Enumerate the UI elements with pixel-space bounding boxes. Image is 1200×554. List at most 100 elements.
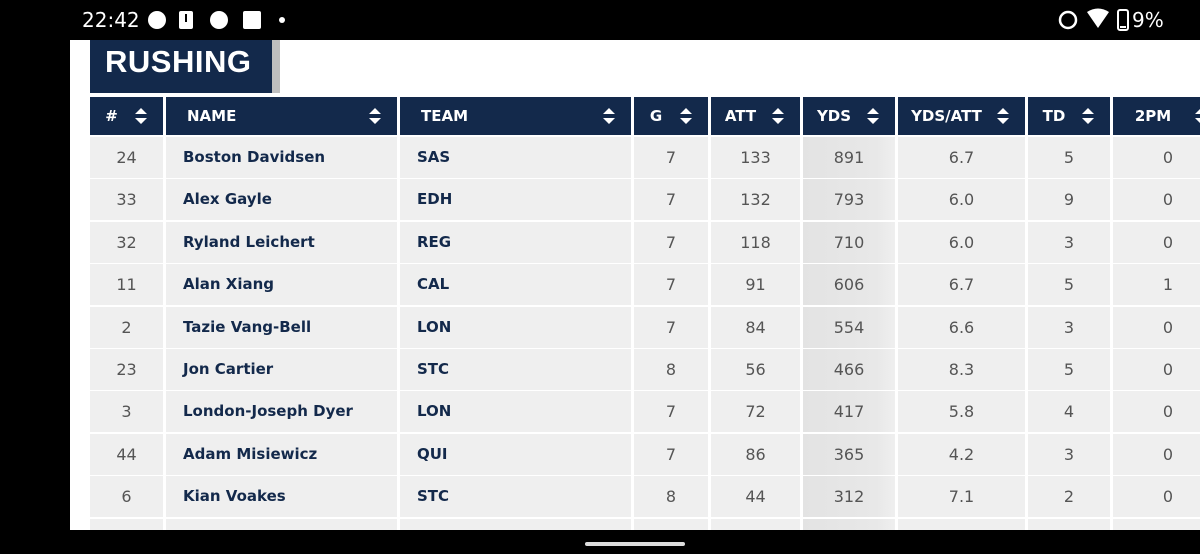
table-cell xyxy=(90,518,163,530)
sort-icon[interactable] xyxy=(997,108,1009,124)
clock: 22:42 xyxy=(82,8,140,32)
table-cell xyxy=(166,518,397,530)
column-header[interactable]: 2PM xyxy=(1113,97,1200,135)
column-label: ATT xyxy=(724,107,757,125)
table-cell: 9 xyxy=(1028,179,1110,221)
table-cell: Alan Xiang xyxy=(166,264,397,306)
table-cell xyxy=(1028,518,1110,530)
table-cell: 6.7 xyxy=(898,264,1025,306)
sort-icon[interactable] xyxy=(1195,108,1200,124)
table-cell: 6.0 xyxy=(898,221,1025,263)
table-cell: LON xyxy=(400,391,631,433)
table-cell: 7 xyxy=(634,179,708,221)
table-cell: 44 xyxy=(90,433,163,475)
table-cell: 7 xyxy=(634,264,708,306)
table-cell: 0 xyxy=(1113,306,1200,348)
table-cell: Jon Cartier xyxy=(166,349,397,390)
table-cell: 365 xyxy=(803,433,895,475)
table-cell: 0 xyxy=(1113,137,1200,178)
table-cell: 1 xyxy=(1113,264,1200,306)
table-cell xyxy=(898,518,1025,530)
table-cell: 8 xyxy=(634,476,708,518)
table-cell: 8.3 xyxy=(898,349,1025,390)
table-cell xyxy=(400,518,631,530)
sort-icon[interactable] xyxy=(680,108,692,124)
table-cell: 7 xyxy=(634,433,708,475)
section-title: RUSHING xyxy=(105,44,252,79)
table-cell: 132 xyxy=(711,179,800,221)
table-cell: Tazie Vang-Bell xyxy=(166,306,397,348)
table-cell: EDH xyxy=(400,179,631,221)
sort-icon[interactable] xyxy=(772,108,784,124)
table-cell: 7 xyxy=(634,391,708,433)
page-content: RUSHING # NAME TEAM G ATT YDS YDS/ATT TD 2PM 24 Bo… xyxy=(70,40,1200,530)
table-cell: 3 xyxy=(1028,306,1110,348)
table-cell: STC xyxy=(400,476,631,518)
column-label: YDS/ATT xyxy=(911,107,982,125)
sort-icon[interactable] xyxy=(369,108,381,124)
status-bar: 22:42 9% xyxy=(0,0,1200,40)
sort-icon[interactable] xyxy=(135,108,147,124)
table-cell: 312 xyxy=(803,476,895,518)
table-cell: 32 xyxy=(90,221,163,263)
column-header[interactable]: TD xyxy=(1028,97,1110,135)
table-cell: 0 xyxy=(1113,476,1200,518)
table-cell: SAS xyxy=(400,137,631,178)
table-cell: 6 xyxy=(90,476,163,518)
column-label: TEAM xyxy=(421,107,469,125)
table-cell: 3 xyxy=(1028,433,1110,475)
table-cell: 11 xyxy=(90,264,163,306)
table-cell: 0 xyxy=(1113,391,1200,433)
table-cell: 4 xyxy=(1028,391,1110,433)
column-header[interactable]: NAME xyxy=(166,97,397,135)
column-label: # xyxy=(105,107,118,125)
column-label: G xyxy=(649,107,663,125)
battery-level: 9% xyxy=(1132,8,1164,32)
table-cell: 72 xyxy=(711,391,800,433)
table-cell: 7 xyxy=(634,306,708,348)
table-cell: 2 xyxy=(1028,476,1110,518)
column-header[interactable]: ATT xyxy=(711,97,800,135)
table-cell: 3 xyxy=(90,391,163,433)
table-cell: 24 xyxy=(90,137,163,178)
table-cell: 5 xyxy=(1028,349,1110,390)
column-header[interactable]: YDS xyxy=(803,97,895,135)
table-cell: 5.8 xyxy=(898,391,1025,433)
section-header: RUSHING xyxy=(90,40,272,93)
table-cell: 0 xyxy=(1113,349,1200,390)
table-cell xyxy=(634,518,708,530)
notification-icons xyxy=(148,11,285,29)
sort-icon[interactable] xyxy=(867,108,879,124)
table-cell xyxy=(1113,518,1200,530)
table-cell: 33 xyxy=(90,179,163,221)
column-header[interactable]: # xyxy=(90,97,163,135)
table-cell: 7 xyxy=(634,137,708,178)
table-cell: 793 xyxy=(803,179,895,221)
column-header[interactable]: TEAM xyxy=(400,97,631,135)
table-cell: Boston Davidsen xyxy=(166,137,397,178)
table-cell: 554 xyxy=(803,306,895,348)
table-cell: STC xyxy=(400,349,631,390)
table-cell: 7 xyxy=(634,221,708,263)
table-cell: 2 xyxy=(90,306,163,348)
table-cell: London-Joseph Dyer xyxy=(166,391,397,433)
table-cell: 417 xyxy=(803,391,895,433)
table-cell: 6.7 xyxy=(898,137,1025,178)
sort-icon[interactable] xyxy=(603,108,615,124)
table-cell: 84 xyxy=(711,306,800,348)
column-header[interactable]: G xyxy=(634,97,708,135)
table-cell: 86 xyxy=(711,433,800,475)
column-label: 2PM xyxy=(1134,107,1172,125)
table-cell: 6.6 xyxy=(898,306,1025,348)
table-cell: 44 xyxy=(711,476,800,518)
table-cell: CAL xyxy=(400,264,631,306)
column-header[interactable]: YDS/ATT xyxy=(898,97,1025,135)
table-cell: 466 xyxy=(803,349,895,390)
table-cell: 7.1 xyxy=(898,476,1025,518)
table-cell: LON xyxy=(400,306,631,348)
sort-icon[interactable] xyxy=(1082,108,1094,124)
table-cell: QUI xyxy=(400,433,631,475)
table-cell: Alex Gayle xyxy=(166,179,397,221)
column-label: TD xyxy=(1042,107,1066,125)
